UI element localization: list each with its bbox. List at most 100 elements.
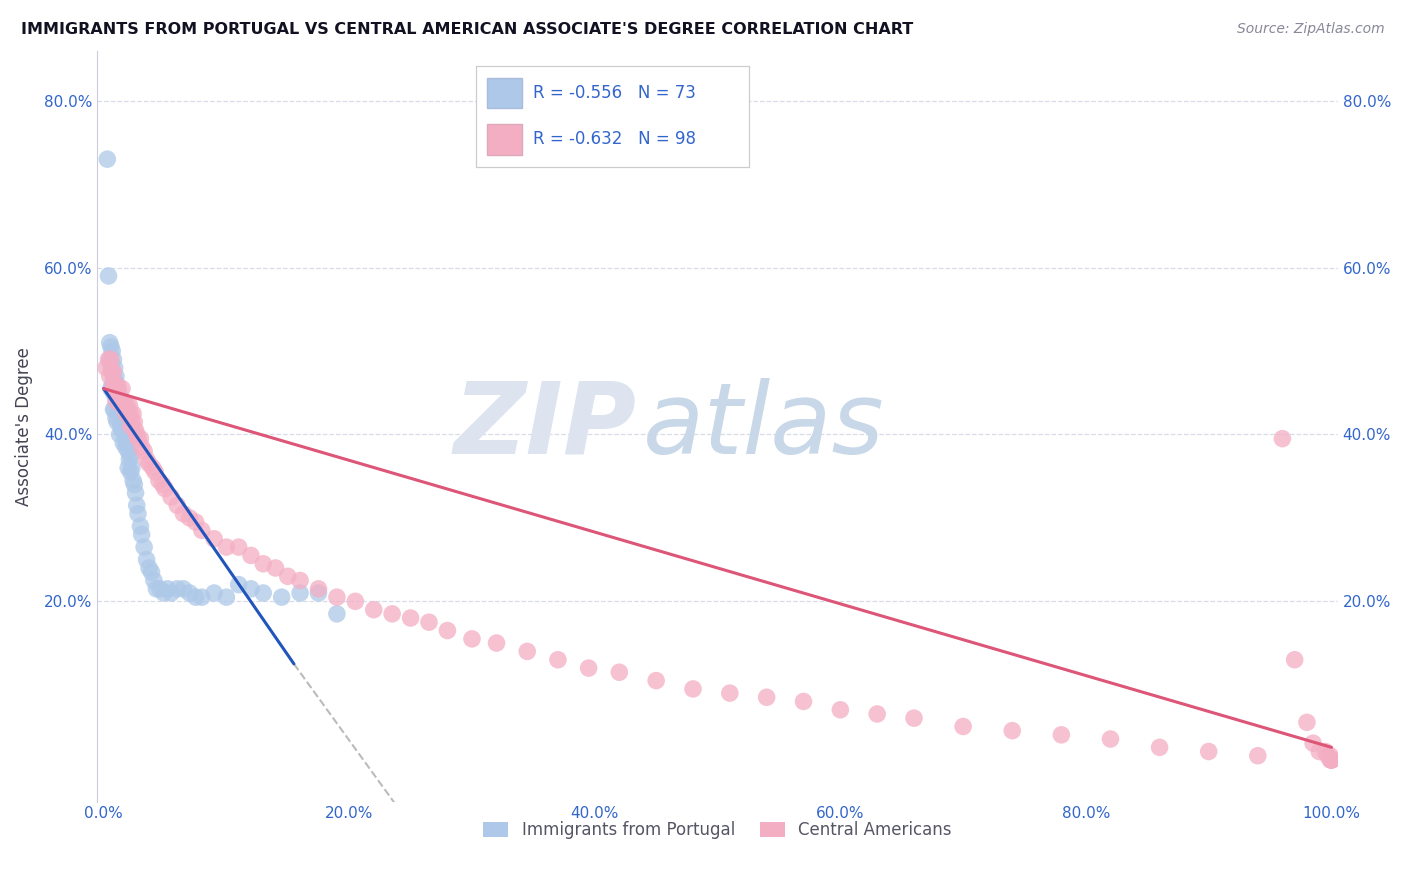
- Point: [111, 402, 134, 417]
- Point: [1320, 753, 1343, 767]
- Point: [121, 460, 143, 475]
- Point: [516, 644, 538, 658]
- Point: [114, 398, 136, 412]
- Point: [264, 561, 287, 575]
- Point: [436, 624, 458, 638]
- Point: [96, 152, 118, 166]
- Point: [160, 586, 183, 600]
- Point: [215, 590, 238, 604]
- Point: [104, 377, 127, 392]
- Point: [145, 582, 167, 596]
- Point: [1315, 745, 1337, 759]
- Point: [120, 448, 142, 462]
- Point: [1050, 728, 1073, 742]
- Point: [115, 398, 138, 412]
- Point: [101, 344, 124, 359]
- Text: Source: ZipAtlas.com: Source: ZipAtlas.com: [1237, 22, 1385, 37]
- Point: [105, 377, 128, 392]
- Point: [308, 586, 330, 600]
- Point: [103, 385, 125, 400]
- Point: [117, 444, 139, 458]
- Point: [418, 615, 440, 630]
- Point: [179, 586, 201, 600]
- Point: [142, 574, 165, 588]
- Point: [718, 686, 741, 700]
- Point: [104, 369, 127, 384]
- Point: [1296, 715, 1319, 730]
- Point: [120, 465, 142, 479]
- Point: [108, 390, 131, 404]
- Point: [830, 703, 852, 717]
- Point: [98, 335, 121, 350]
- Point: [308, 582, 330, 596]
- Point: [118, 398, 141, 412]
- Point: [107, 385, 129, 400]
- Point: [578, 661, 600, 675]
- Point: [127, 507, 149, 521]
- Point: [131, 440, 153, 454]
- Point: [326, 607, 349, 621]
- Point: [202, 532, 225, 546]
- Point: [105, 385, 128, 400]
- Point: [114, 407, 136, 421]
- Point: [179, 511, 201, 525]
- Point: [117, 460, 139, 475]
- Point: [108, 407, 131, 421]
- Point: [1316, 748, 1339, 763]
- Point: [1271, 432, 1294, 446]
- Point: [152, 586, 174, 600]
- Point: [1302, 736, 1324, 750]
- Point: [120, 419, 142, 434]
- Point: [124, 415, 146, 429]
- Point: [94, 360, 117, 375]
- Point: [120, 407, 142, 421]
- Point: [191, 524, 214, 538]
- Point: [110, 398, 132, 412]
- Point: [114, 423, 136, 437]
- Point: [97, 352, 120, 367]
- Point: [228, 577, 250, 591]
- Point: [148, 474, 170, 488]
- Point: [485, 636, 508, 650]
- Point: [1099, 731, 1122, 746]
- Point: [184, 590, 207, 604]
- Point: [100, 360, 122, 375]
- Point: [461, 632, 484, 646]
- Point: [952, 719, 974, 733]
- Point: [202, 586, 225, 600]
- Point: [326, 590, 349, 604]
- Point: [184, 515, 207, 529]
- Point: [191, 590, 214, 604]
- Point: [112, 410, 135, 425]
- Point: [107, 398, 129, 412]
- Point: [1320, 753, 1343, 767]
- Point: [166, 582, 188, 596]
- Point: [129, 432, 152, 446]
- Point: [142, 460, 165, 475]
- Point: [135, 552, 157, 566]
- Point: [104, 410, 127, 425]
- Point: [111, 382, 134, 396]
- Point: [100, 340, 122, 354]
- Point: [607, 665, 630, 680]
- Point: [118, 452, 141, 467]
- Point: [104, 394, 127, 409]
- Point: [101, 365, 124, 379]
- Point: [166, 499, 188, 513]
- Point: [124, 486, 146, 500]
- Point: [792, 694, 814, 708]
- Point: [112, 394, 135, 409]
- Point: [121, 415, 143, 429]
- Point: [138, 561, 160, 575]
- Point: [755, 690, 778, 705]
- Point: [104, 377, 127, 392]
- Point: [215, 540, 238, 554]
- Point: [110, 394, 132, 409]
- Point: [125, 499, 148, 513]
- Point: [1284, 653, 1306, 667]
- Point: [270, 590, 292, 604]
- Point: [1319, 753, 1341, 767]
- Point: [141, 565, 163, 579]
- Point: [1247, 748, 1270, 763]
- Point: [112, 435, 135, 450]
